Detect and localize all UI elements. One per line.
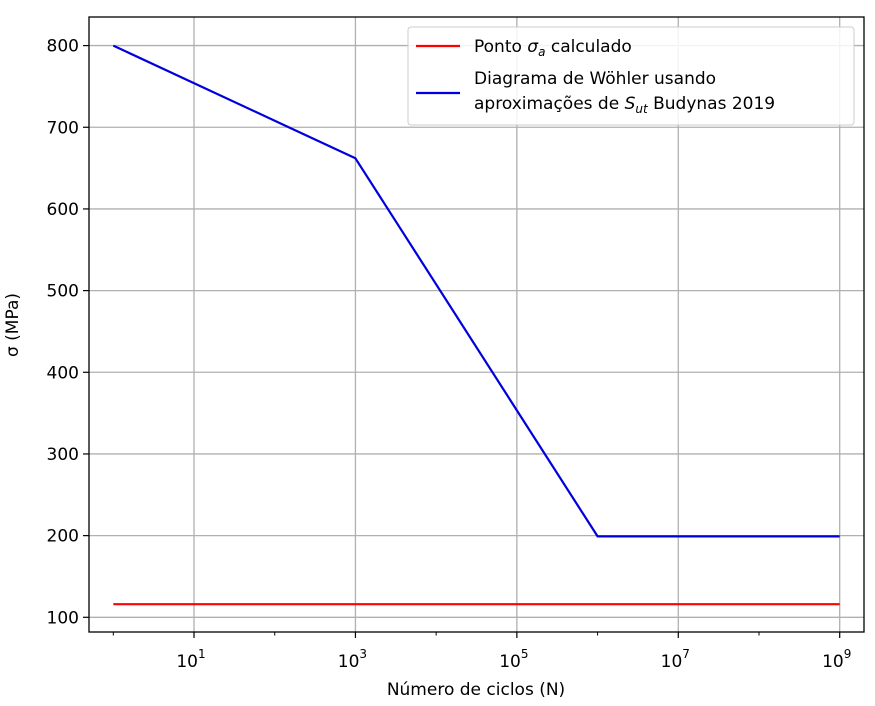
x-tick-label: 101 (176, 647, 205, 672)
y-tick-label: 200 (47, 527, 79, 547)
legend-label-wohler-line1: Diagrama de Wöhler usando (474, 69, 716, 89)
legend-box (407, 26, 855, 126)
x-tick-label-exponent: 3 (359, 647, 367, 661)
y-axis-label-group: σ (MPa) (3, 293, 23, 357)
x-tick-label: 109 (822, 647, 851, 672)
y-tick-label: 300 (47, 445, 79, 465)
series-layer (112, 44, 840, 606)
x-tick-label-exponent: 5 (521, 647, 529, 661)
y-tick-label: 500 (47, 282, 79, 302)
y-ticks: 100 200 300 400 500 600 700 800 (47, 37, 89, 628)
x-tick-label-exponent: 1 (198, 647, 206, 661)
legend-label-wohler-after: Budynas 2019 (648, 94, 775, 114)
x-tick-label: 105 (499, 647, 528, 672)
legend: Ponto σa calculado Diagrama de Wöhler us… (407, 26, 855, 126)
x-tick-label-exponent: 9 (844, 647, 852, 661)
legend-label-wohler-sub: ut (635, 102, 649, 116)
plot-frame (88, 16, 865, 633)
x-tick-label-base: 10 (499, 652, 521, 672)
legend-label-ponto-sub: a (538, 45, 545, 59)
x-tick-label: 107 (661, 647, 690, 672)
legend-label-wohler-line2: aproximações de Sut Budynas 2019 (474, 94, 775, 116)
x-tick-label-base: 10 (338, 652, 360, 672)
legend-label-ponto-after: calculado (545, 37, 631, 57)
y-tick-label: 700 (47, 118, 79, 138)
x-tick-label-base: 10 (176, 652, 198, 672)
legend-label-ponto-before: Ponto (474, 37, 527, 57)
x-tick-label-exponent: 7 (682, 647, 690, 661)
x-axis-label: Número de ciclos (N) (387, 680, 565, 700)
y-axis-label: σ (MPa) (3, 293, 23, 357)
y-tick-label: 600 (47, 200, 79, 220)
legend-label-wohler-before: aproximações de (474, 94, 625, 114)
legend-label-ponto-symbol: σ (527, 37, 539, 57)
x-tick-label-base: 10 (822, 652, 844, 672)
y-tick-label: 800 (47, 37, 79, 57)
x-ticks: 101 103 105 107 109 (112, 632, 851, 672)
y-tick-label: 400 (47, 363, 79, 383)
x-tick-label-base: 10 (661, 652, 683, 672)
x-tick-label: 103 (338, 647, 367, 672)
series-line-wohler (112, 44, 840, 538)
y-tick-label: 100 (47, 608, 79, 628)
legend-label-wohler-symbol: S (625, 94, 636, 114)
legend-label-ponto: Ponto σa calculado (474, 37, 632, 59)
